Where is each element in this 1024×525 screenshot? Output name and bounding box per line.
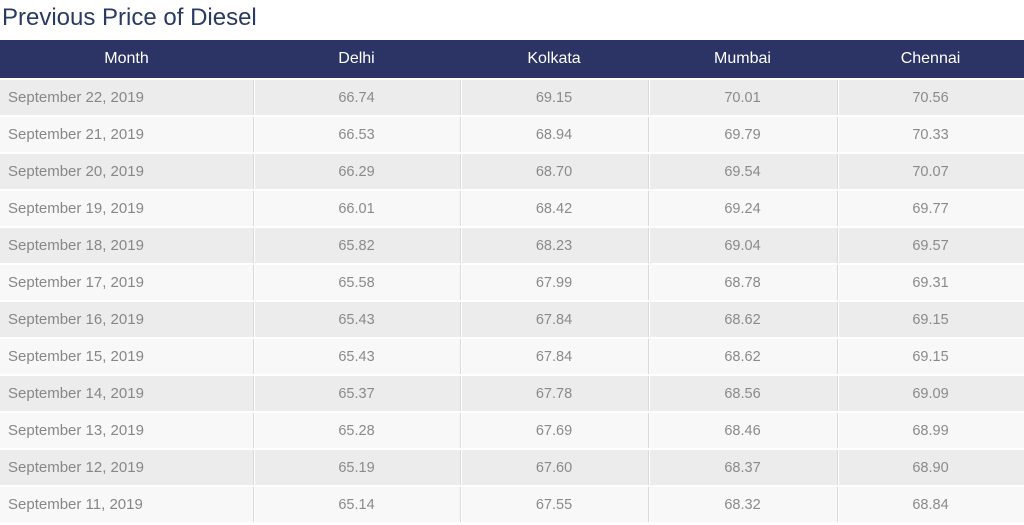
cell-price-delhi: 65.37 — [253, 374, 460, 412]
cell-price-delhi: 65.43 — [253, 337, 460, 375]
cell-price-mumbai: 68.37 — [648, 448, 837, 486]
cell-price-delhi: 65.58 — [253, 263, 460, 301]
cell-month: September 18, 2019 — [0, 226, 253, 264]
cell-price-kolkata: 67.69 — [460, 411, 648, 449]
cell-price-mumbai: 69.24 — [648, 189, 837, 227]
cell-price-chennai: 69.15 — [837, 337, 1024, 375]
cell-price-chennai: 69.77 — [837, 189, 1024, 227]
column-header-delhi: Delhi — [253, 40, 460, 79]
cell-price-kolkata: 69.15 — [460, 78, 648, 116]
cell-month: September 12, 2019 — [0, 448, 253, 486]
cell-price-mumbai: 68.62 — [648, 300, 837, 338]
cell-month: September 19, 2019 — [0, 189, 253, 227]
table-row: September 14, 2019 65.37 67.78 68.56 69.09 — [0, 374, 1024, 412]
cell-price-mumbai: 69.79 — [648, 115, 837, 153]
cell-month: September 20, 2019 — [0, 152, 253, 190]
cell-price-delhi: 66.53 — [253, 115, 460, 153]
table-row: September 15, 2019 65.43 67.84 68.62 69.15 — [0, 337, 1024, 375]
cell-price-chennai: 68.90 — [837, 448, 1024, 486]
cell-price-delhi: 65.82 — [253, 226, 460, 264]
cell-month: September 11, 2019 — [0, 485, 253, 522]
cell-price-delhi: 66.01 — [253, 189, 460, 227]
cell-price-kolkata: 67.84 — [460, 337, 648, 375]
cell-price-mumbai: 68.62 — [648, 337, 837, 375]
cell-month: September 22, 2019 — [0, 78, 253, 116]
cell-price-chennai: 70.56 — [837, 78, 1024, 116]
cell-price-chennai: 70.07 — [837, 152, 1024, 190]
column-header-mumbai: Mumbai — [648, 40, 837, 79]
cell-price-chennai: 69.31 — [837, 263, 1024, 301]
cell-price-kolkata: 67.55 — [460, 485, 648, 522]
cell-price-chennai: 69.15 — [837, 300, 1024, 338]
cell-price-mumbai: 68.32 — [648, 485, 837, 522]
cell-month: September 16, 2019 — [0, 300, 253, 338]
cell-price-kolkata: 68.23 — [460, 226, 648, 264]
cell-month: September 13, 2019 — [0, 411, 253, 449]
table-body: September 22, 2019 66.74 69.15 70.01 70.56 Se… — [0, 78, 1024, 522]
column-header-kolkata: Kolkata — [460, 40, 648, 79]
page-title: Previous Price of Diesel — [2, 4, 257, 31]
table-row: September 12, 2019 65.19 67.60 68.37 68.90 — [0, 448, 1024, 486]
cell-price-kolkata: 67.84 — [460, 300, 648, 338]
cell-price-delhi: 65.14 — [253, 485, 460, 522]
column-header-month: Month — [0, 40, 253, 79]
cell-price-chennai: 69.57 — [837, 226, 1024, 264]
table-header: Month Delhi Kolkata Mumbai Chennai — [0, 40, 1024, 79]
cell-price-delhi: 66.74 — [253, 78, 460, 116]
cell-price-kolkata: 67.99 — [460, 263, 648, 301]
table-row: September 22, 2019 66.74 69.15 70.01 70.56 — [0, 78, 1024, 116]
table-row: September 21, 2019 66.53 68.94 69.79 70.33 — [0, 115, 1024, 153]
table-row: September 11, 2019 65.14 67.55 68.32 68.84 — [0, 485, 1024, 522]
cell-month: September 14, 2019 — [0, 374, 253, 412]
table-row: September 18, 2019 65.82 68.23 69.04 69.57 — [0, 226, 1024, 264]
diesel-price-table: Month Delhi Kolkata Mumbai Chennai Septe… — [0, 40, 1024, 522]
column-header-chennai: Chennai — [837, 40, 1024, 79]
cell-price-kolkata: 68.94 — [460, 115, 648, 153]
cell-price-mumbai: 68.56 — [648, 374, 837, 412]
table-header-row: Month Delhi Kolkata Mumbai Chennai — [0, 40, 1024, 79]
cell-price-delhi: 65.28 — [253, 411, 460, 449]
cell-month: September 21, 2019 — [0, 115, 253, 153]
cell-month: September 15, 2019 — [0, 337, 253, 375]
cell-price-mumbai: 68.46 — [648, 411, 837, 449]
cell-price-chennai: 70.33 — [837, 115, 1024, 153]
cell-price-mumbai: 69.04 — [648, 226, 837, 264]
cell-price-delhi: 65.43 — [253, 300, 460, 338]
cell-price-kolkata: 68.42 — [460, 189, 648, 227]
cell-month: September 17, 2019 — [0, 263, 253, 301]
cell-price-delhi: 66.29 — [253, 152, 460, 190]
table-row: September 20, 2019 66.29 68.70 69.54 70.07 — [0, 152, 1024, 190]
table-row: September 16, 2019 65.43 67.84 68.62 69.15 — [0, 300, 1024, 338]
cell-price-chennai: 69.09 — [837, 374, 1024, 412]
cell-price-delhi: 65.19 — [253, 448, 460, 486]
table-row: September 13, 2019 65.28 67.69 68.46 68.99 — [0, 411, 1024, 449]
cell-price-chennai: 68.84 — [837, 485, 1024, 522]
cell-price-kolkata: 68.70 — [460, 152, 648, 190]
table-row: September 17, 2019 65.58 67.99 68.78 69.31 — [0, 263, 1024, 301]
cell-price-kolkata: 67.60 — [460, 448, 648, 486]
cell-price-mumbai: 68.78 — [648, 263, 837, 301]
cell-price-mumbai: 69.54 — [648, 152, 837, 190]
cell-price-chennai: 68.99 — [837, 411, 1024, 449]
table-row: September 19, 2019 66.01 68.42 69.24 69.77 — [0, 189, 1024, 227]
cell-price-kolkata: 67.78 — [460, 374, 648, 412]
cell-price-mumbai: 70.01 — [648, 78, 837, 116]
